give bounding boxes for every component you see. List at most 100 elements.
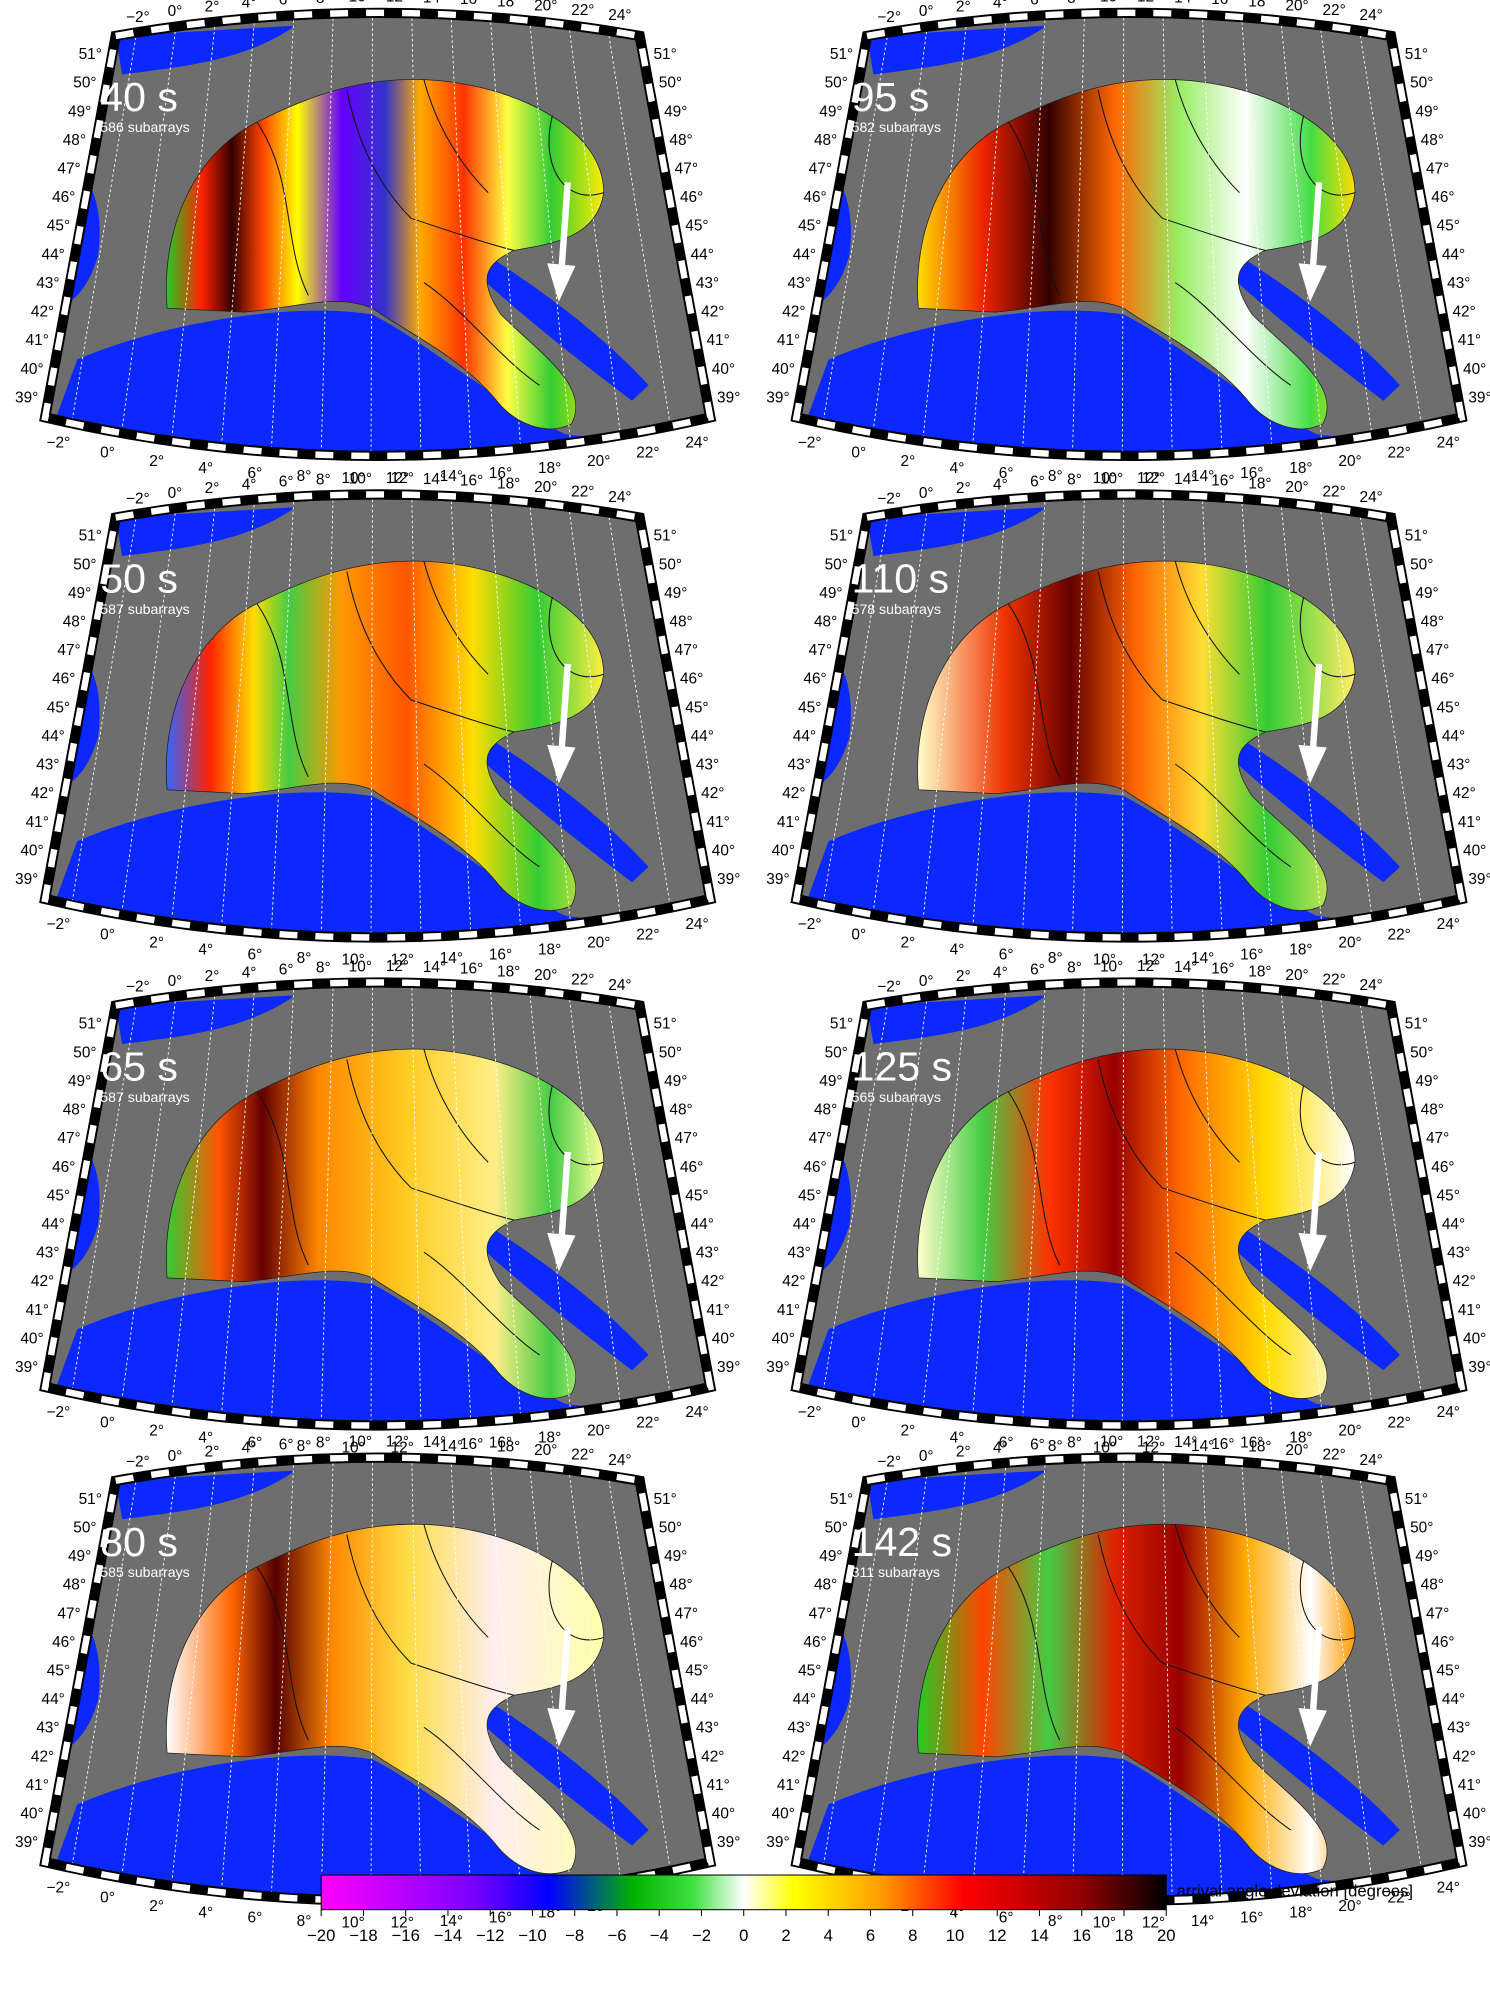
lon-label-top: 14°: [1174, 959, 1197, 976]
lon-label-top: 20°: [534, 479, 557, 496]
lon-label-top: 8°: [1067, 1435, 1082, 1452]
lon-label-top: 2°: [205, 1443, 220, 1460]
lat-label-right: 50°: [659, 75, 682, 92]
lat-label-right: 46°: [680, 1634, 703, 1651]
lon-label-top: 12°: [1137, 958, 1160, 975]
lon-label-top: 12°: [386, 470, 409, 487]
lon-label-top: 12°: [386, 0, 409, 6]
lon-label-bottom: 24°: [1437, 916, 1460, 933]
lat-label-right: 51°: [1405, 46, 1428, 63]
subarray-count: 586 subarrays: [100, 119, 189, 135]
lat-label-right: 45°: [1437, 1187, 1460, 1204]
lon-label-bottom: −2°: [798, 435, 822, 452]
lon-label-bottom: 4°: [198, 460, 213, 477]
lat-label-left: 45°: [47, 1187, 70, 1204]
lat-label-right: 50°: [1410, 1520, 1433, 1537]
lat-label-left: 39°: [766, 389, 789, 406]
lon-label-top: 18°: [1248, 475, 1271, 492]
lon-label-bottom: 24°: [685, 916, 708, 933]
lon-label-bottom: 4°: [198, 1905, 213, 1922]
lat-label-right: 43°: [696, 1720, 719, 1737]
colorbar: [321, 1875, 1166, 1910]
lat-label-right: 45°: [1437, 699, 1460, 716]
lon-label-top: 16°: [1211, 473, 1234, 490]
lon-label-top: 24°: [608, 977, 631, 994]
colorbar-tick-label: 8: [908, 1926, 917, 1945]
colorbar-tick-label: −12: [476, 1926, 504, 1945]
lat-label-left: 50°: [825, 1044, 848, 1061]
lon-label-top: 0°: [168, 973, 183, 990]
lon-label-bottom: 18°: [1289, 941, 1312, 958]
lon-label-top: 2°: [956, 968, 971, 985]
lat-label-right: 44°: [1442, 728, 1465, 745]
lon-label-top: 24°: [608, 1452, 631, 1469]
lat-label-left: 50°: [825, 75, 848, 92]
lon-label-top: 22°: [571, 1447, 594, 1464]
lat-label-left: 49°: [68, 1548, 91, 1565]
lon-label-bottom: 22°: [636, 926, 659, 943]
lon-label-top: 20°: [1285, 1442, 1308, 1459]
lat-label-right: 40°: [1463, 361, 1486, 378]
lon-label-bottom: 0°: [100, 1414, 115, 1431]
colorbar-tick-label: −14: [434, 1926, 462, 1945]
lat-label-left: 41°: [777, 1777, 800, 1794]
lon-label-top: 0°: [168, 3, 183, 20]
lat-label-left: 43°: [788, 275, 811, 292]
lat-label-left: 40°: [20, 1330, 43, 1347]
lat-label-left: 46°: [803, 1159, 826, 1176]
lat-label-right: 47°: [1426, 642, 1449, 659]
lon-label-bottom: 22°: [1388, 1414, 1411, 1431]
lat-label-left: 45°: [47, 218, 70, 235]
lat-label-right: 43°: [1447, 757, 1470, 774]
lon-label-top: −2°: [126, 491, 150, 508]
lon-label-bottom: 2°: [149, 1898, 164, 1915]
lat-label-left: 50°: [73, 75, 96, 92]
lon-label-top: 14°: [1174, 471, 1197, 488]
lat-label-right: 43°: [696, 275, 719, 292]
lon-label-top: 18°: [1248, 963, 1271, 980]
lat-label-right: 50°: [659, 1520, 682, 1537]
lon-label-top: 20°: [534, 0, 557, 14]
lat-label-left: 47°: [57, 1605, 80, 1622]
lat-label-right: 41°: [706, 814, 729, 831]
lon-label-top: 10°: [349, 0, 372, 6]
lat-label-right: 43°: [696, 757, 719, 774]
lon-label-top: 10°: [1100, 1433, 1123, 1450]
lat-label-left: 40°: [20, 1806, 43, 1823]
lat-label-right: 50°: [1410, 75, 1433, 92]
lat-label-right: 41°: [1458, 814, 1481, 831]
lat-label-right: 41°: [1458, 332, 1481, 349]
lon-label-top: 24°: [1360, 1452, 1383, 1469]
colorbar-tick-label: −8: [565, 1926, 584, 1945]
lon-label-bottom: 14°: [1191, 1913, 1214, 1930]
lon-label-bottom: 2°: [149, 453, 164, 470]
lon-label-bottom: 20°: [1338, 1423, 1361, 1440]
lat-label-left: 42°: [782, 1273, 805, 1290]
lat-label-right: 46°: [1431, 1159, 1454, 1176]
lat-label-right: 42°: [1452, 304, 1475, 321]
subarray-count: 587 subarrays: [100, 601, 189, 617]
colorbar-tick-label: −10: [518, 1926, 546, 1945]
lon-label-top: 18°: [497, 475, 520, 492]
lon-label-top: 20°: [534, 1442, 557, 1459]
lat-label-right: 40°: [1463, 1330, 1486, 1347]
colorbar-tick-label: −4: [650, 1926, 669, 1945]
lon-label-bottom: 24°: [1437, 1404, 1460, 1421]
lat-label-left: 48°: [814, 1577, 837, 1594]
lat-label-right: 40°: [712, 842, 735, 859]
lon-label-bottom: 0°: [100, 1889, 115, 1906]
lat-label-right: 51°: [1405, 1491, 1428, 1508]
lat-label-right: 42°: [701, 1748, 724, 1765]
lat-label-right: 45°: [685, 1187, 708, 1204]
lon-label-top: 12°: [1137, 0, 1160, 6]
lon-label-bottom: 6°: [999, 946, 1014, 963]
period-label: 95 s: [852, 74, 930, 120]
lat-label-left: 40°: [772, 1806, 795, 1823]
lon-label-top: −2°: [126, 979, 150, 996]
lat-label-right: 50°: [659, 1044, 682, 1061]
lon-label-top: 12°: [386, 958, 409, 975]
lon-label-top: −2°: [126, 9, 150, 26]
lat-label-left: 47°: [57, 642, 80, 659]
lat-label-right: 45°: [1437, 1663, 1460, 1680]
lon-label-top: 8°: [1067, 959, 1082, 976]
